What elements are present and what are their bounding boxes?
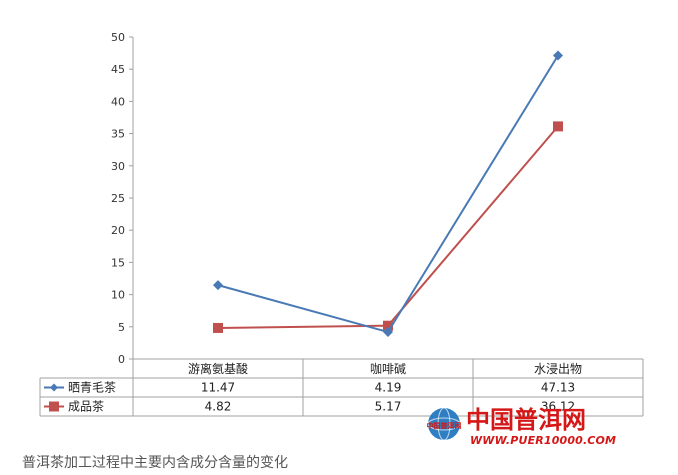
y-tick-label: 10 xyxy=(111,289,125,302)
category-label: 咖啡碱 xyxy=(370,361,406,376)
y-tick-label: 35 xyxy=(111,128,125,141)
y-tick-label: 15 xyxy=(111,256,125,269)
y-tick-label: 25 xyxy=(111,192,125,205)
category-label: 游离氨基酸 xyxy=(188,361,248,376)
chart-caption: 普洱茶加工过程中主要内含成分含量的变化 xyxy=(22,455,288,471)
data-point-square xyxy=(553,121,563,132)
y-tick-label: 5 xyxy=(118,321,125,334)
table-value: 4.82 xyxy=(205,400,232,414)
y-tick-label: 0 xyxy=(118,353,125,366)
watermark-url: WWW.PUER10000.COM xyxy=(470,434,616,447)
series-line xyxy=(217,54,559,334)
legend-marker-diamond xyxy=(50,383,58,392)
data-point-square xyxy=(213,322,223,333)
watermark-title: 中国普洱网 xyxy=(466,406,586,434)
table-value: 11.47 xyxy=(201,381,235,395)
legend-marker-square xyxy=(49,401,59,412)
y-tick-label: 20 xyxy=(111,224,125,237)
globe-logo-icon xyxy=(428,408,460,440)
data-point-diamond xyxy=(213,280,223,291)
y-tick-label: 50 xyxy=(111,31,125,44)
series-line xyxy=(217,125,559,329)
legend-series-name: 成品茶 xyxy=(68,399,104,414)
series-group xyxy=(213,50,563,338)
data-point-square xyxy=(383,320,393,331)
watermark-logo-text: 中国普洱网 xyxy=(427,421,462,430)
axes xyxy=(129,36,134,360)
watermark: 中国普洱网 中国普洱网 WWW.PUER10000.COM xyxy=(427,406,617,447)
table-value: 47.13 xyxy=(541,381,575,395)
y-tick-labels: 0 5 10 15 20 25 30 35 40 45 50 xyxy=(111,31,125,366)
legend-series-name: 晒青毛茶 xyxy=(68,380,116,395)
category-label: 水浸出物 xyxy=(534,362,582,376)
y-tick-label: 40 xyxy=(111,95,125,108)
table-value: 4.19 xyxy=(375,381,402,395)
y-tick-label: 45 xyxy=(111,63,125,76)
data-point-diamond xyxy=(383,327,393,338)
y-tick-label: 30 xyxy=(111,160,125,173)
data-point-diamond xyxy=(553,50,563,61)
table-value: 5.17 xyxy=(375,400,402,414)
table-value: 36.12 xyxy=(541,400,575,414)
